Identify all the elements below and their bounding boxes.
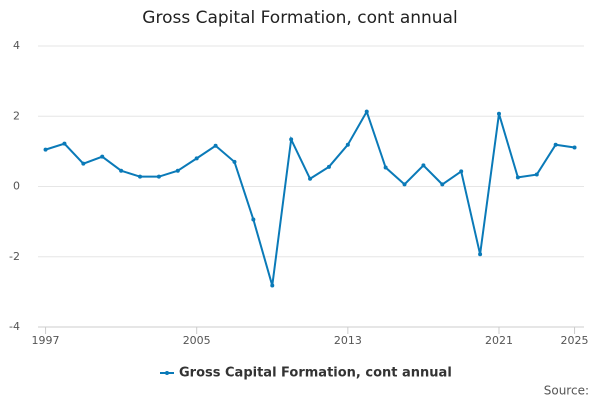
data-point <box>119 168 124 173</box>
data-point <box>572 145 577 150</box>
data-point <box>496 111 501 116</box>
data-point <box>156 174 161 179</box>
x-tick-label: 2013 <box>334 334 362 347</box>
x-tick-label: 2021 <box>485 334 513 347</box>
data-point <box>43 147 48 152</box>
data-point <box>100 154 105 159</box>
legend-label: Gross Capital Formation, cont annual <box>179 366 452 381</box>
data-point <box>194 156 199 161</box>
y-tick-label: 4 <box>13 39 20 52</box>
data-point <box>62 141 67 146</box>
data-point <box>345 142 350 147</box>
data-point <box>175 168 180 173</box>
y-tick-label: 0 <box>13 180 20 193</box>
data-point <box>289 137 294 142</box>
data-point <box>402 182 407 187</box>
chart-title: Gross Capital Formation, cont annual <box>142 8 457 28</box>
data-point <box>138 174 143 179</box>
data-point <box>232 159 237 164</box>
x-tick-label: 2025 <box>561 334 589 347</box>
x-tick-label: 1997 <box>32 334 60 347</box>
data-point <box>553 142 558 147</box>
data-point <box>478 252 483 257</box>
data-point <box>515 175 520 180</box>
data-point <box>459 169 464 174</box>
data-point <box>251 217 256 222</box>
x-tick-label: 2005 <box>183 334 211 347</box>
data-point <box>421 163 426 168</box>
y-tick-label: -4 <box>9 320 20 333</box>
data-point <box>326 164 331 169</box>
data-line <box>45 109 575 286</box>
source: Source: <box>544 384 589 398</box>
data-point <box>534 172 539 177</box>
data-point <box>440 182 445 187</box>
data-point <box>383 165 388 170</box>
legend-marker <box>165 371 169 375</box>
data-point <box>308 176 313 181</box>
y-tick-label: -2 <box>9 250 20 263</box>
y-tick-label: 2 <box>13 109 20 122</box>
data-point <box>81 161 86 166</box>
data-point <box>213 143 218 148</box>
data-point <box>364 109 369 114</box>
data-point <box>270 283 275 288</box>
